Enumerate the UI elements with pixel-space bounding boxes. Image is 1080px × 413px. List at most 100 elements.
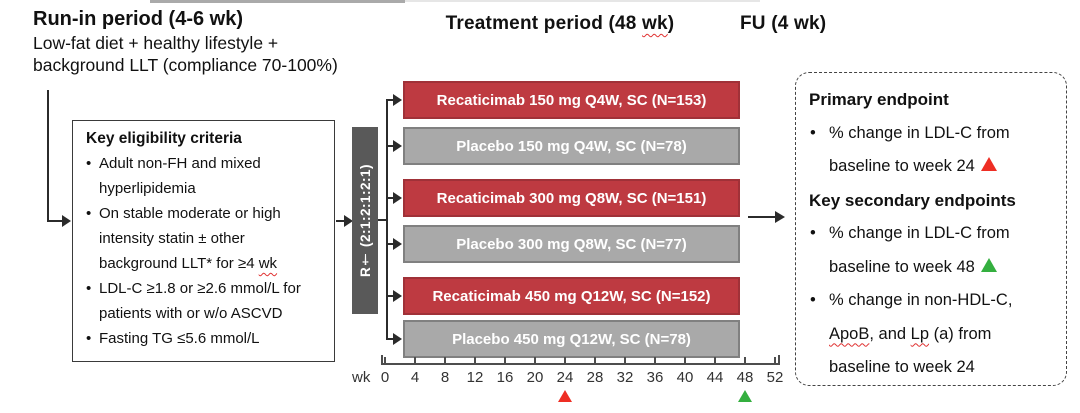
axis-tick-label: 48 bbox=[736, 369, 754, 386]
endpoint-item: • % change in non-HDL-C, bbox=[796, 284, 1054, 318]
axis-tick-label: 20 bbox=[526, 369, 544, 386]
bullet-icon: • bbox=[810, 224, 816, 242]
endpoints-box: Primary endpoint • % change in LDL-C from… bbox=[795, 72, 1067, 386]
eligibility-item: • LDL-C ≥1.8 or ≥2.6 mmol/L for bbox=[73, 276, 334, 301]
branch-arrowhead-icon bbox=[393, 192, 402, 204]
axis-tick-label: 0 bbox=[380, 369, 390, 386]
axis-endcap bbox=[381, 355, 383, 364]
arm-bar-recaticimab-150: Recaticimab 150 mg Q4W, SC (N=153) bbox=[403, 81, 740, 119]
axis-tick bbox=[384, 357, 386, 364]
eligibility-text: background LLT* for ≥4 bbox=[99, 255, 259, 272]
endpoint-text: baseline to week 24 bbox=[829, 358, 975, 376]
endpoint-text: % change in non-HDL-C, bbox=[829, 291, 1013, 309]
endpoint-wavy-word: Lp bbox=[910, 324, 930, 343]
axis-tick-label: 40 bbox=[676, 369, 694, 386]
randomization-stub-line bbox=[378, 219, 387, 221]
treatment-title-text: Treatment period (48 bbox=[445, 13, 643, 34]
endpoint-text: (a) from bbox=[929, 324, 992, 343]
eligibility-to-randomization-arrowhead-icon bbox=[344, 215, 353, 227]
axis-tick bbox=[444, 357, 446, 364]
axis-tick bbox=[414, 357, 416, 364]
endpoint-text: baseline to week 24 bbox=[829, 157, 975, 175]
arm-bar-placebo-150: Placebo 150 mg Q4W, SC (N=78) bbox=[403, 127, 740, 165]
axis-unit-label: wk bbox=[352, 369, 371, 386]
eligibility-text: On stable moderate or high bbox=[99, 205, 281, 222]
arm-bar-placebo-300: Placebo 300 mg Q8W, SC (N=77) bbox=[403, 225, 740, 263]
runin-period-title: Run-in period (4-6 wk) bbox=[33, 8, 243, 30]
branch-arrowhead-icon bbox=[393, 238, 402, 250]
treatment-to-endpoints-arrowhead-icon bbox=[775, 211, 785, 223]
axis-tick-label: 12 bbox=[466, 369, 484, 386]
branch-arrowhead-icon bbox=[393, 290, 402, 302]
branch-arrowhead-icon bbox=[393, 333, 402, 345]
axis-tick bbox=[594, 357, 596, 364]
treatment-to-endpoints-line bbox=[748, 216, 776, 218]
eligibility-criteria-box: Key eligibility criteria • Adult non-FH a… bbox=[72, 120, 335, 362]
axis-tick-label: 8 bbox=[440, 369, 450, 386]
eligibility-text: Adult non-FH and mixed bbox=[99, 155, 261, 172]
branch-trunk-line bbox=[386, 99, 388, 340]
axis-tick-label: 44 bbox=[706, 369, 724, 386]
bullet-icon: • bbox=[86, 205, 92, 222]
bullet-icon: • bbox=[86, 330, 92, 347]
axis-tick-label: 28 bbox=[586, 369, 604, 386]
eligibility-to-randomization-line bbox=[336, 220, 345, 222]
week48-green-triangle-icon bbox=[738, 390, 752, 402]
week-axis-line bbox=[381, 363, 780, 365]
branch-line bbox=[386, 243, 394, 245]
eligibility-text: intensity statin ± other bbox=[99, 230, 245, 247]
eligibility-wavy-word: wk bbox=[258, 255, 278, 272]
axis-tick-label: 4 bbox=[410, 369, 420, 386]
arm-bar-recaticimab-450: Recaticimab 450 mg Q12W, SC (N=152) bbox=[403, 277, 740, 315]
axis-tick-label: 52 bbox=[766, 369, 784, 386]
branch-line bbox=[386, 295, 394, 297]
endpoint-item: • % change in LDL-C from bbox=[796, 117, 1054, 151]
treatment-title-close: ) bbox=[667, 13, 675, 34]
eligibility-title: Key eligibility criteria bbox=[86, 130, 242, 147]
branch-line bbox=[386, 145, 394, 147]
axis-tick bbox=[474, 357, 476, 364]
runin-subtitle-line2: background LLT (compliance 70-100%) bbox=[33, 55, 338, 75]
endpoint-text: % change in LDL-C from bbox=[829, 224, 1010, 242]
followup-title: FU (4 wk) bbox=[740, 13, 827, 34]
eligibility-item: • Adult non-FH and mixed bbox=[73, 151, 334, 176]
endpoint-item: baseline to week 24 bbox=[796, 150, 1054, 184]
axis-tick bbox=[534, 357, 536, 364]
axis-tick-label: 36 bbox=[646, 369, 664, 386]
eligibility-text: patients with or w/o ASCVD bbox=[99, 305, 283, 322]
runin-subtitle-line1: Low-fat diet + healthy lifestyle + bbox=[33, 33, 279, 53]
branch-arrowhead-icon bbox=[393, 94, 402, 106]
runin-arrowhead-icon bbox=[62, 215, 71, 227]
bullet-icon: • bbox=[86, 280, 92, 297]
runin-connector-horizontal bbox=[47, 220, 63, 222]
endpoint-item: • % change in LDL-C from bbox=[796, 217, 1054, 251]
endpoint-text: , and bbox=[869, 324, 911, 343]
endpoint-item: ApoB, and Lp (a) from bbox=[796, 318, 1054, 352]
axis-tick bbox=[504, 357, 506, 364]
bullet-icon: • bbox=[810, 123, 816, 142]
eligibility-item: background LLT* for ≥4 wk bbox=[73, 251, 334, 276]
axis-tick bbox=[684, 357, 686, 364]
cropped-artifact-line bbox=[405, 0, 760, 2]
axis-tick bbox=[654, 357, 656, 364]
cropped-artifact-line bbox=[150, 0, 405, 3]
endpoint-wavy-word: ApoB bbox=[829, 324, 870, 343]
axis-tick bbox=[714, 357, 716, 364]
eligibility-item: patients with or w/o ASCVD bbox=[73, 301, 334, 326]
axis-tick bbox=[624, 357, 626, 364]
endpoint-text: baseline to week 48 bbox=[829, 257, 975, 276]
branch-line bbox=[386, 99, 394, 101]
branch-arrowhead-icon bbox=[393, 140, 402, 152]
red-triangle-icon bbox=[980, 157, 997, 171]
bullet-icon: • bbox=[86, 155, 92, 172]
week24-red-triangle-icon bbox=[558, 390, 572, 402]
eligibility-item: • Fasting TG ≤5.6 mmol/L bbox=[73, 326, 334, 351]
axis-tick bbox=[774, 357, 776, 364]
bullet-icon: • bbox=[810, 291, 816, 309]
endpoint-item: baseline to week 48 bbox=[796, 251, 1054, 285]
eligibility-item: intensity statin ± other bbox=[73, 226, 334, 251]
axis-tick bbox=[744, 357, 746, 364]
eligibility-item: hyperlipidemia bbox=[73, 176, 334, 201]
arm-bar-recaticimab-300: Recaticimab 300 mg Q8W, SC (N=151) bbox=[403, 179, 740, 217]
